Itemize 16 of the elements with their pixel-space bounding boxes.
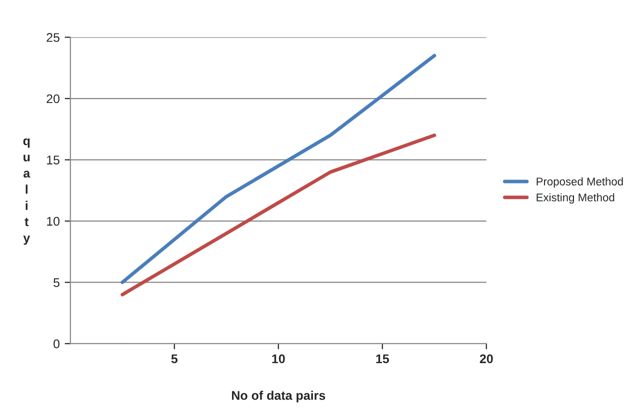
y-tick-label: 25: [46, 33, 60, 42]
y-axis-title: quality: [23, 138, 30, 245]
y-tick-label: 10: [47, 216, 60, 226]
y-tick-label: 0: [54, 339, 60, 348]
line-series: [120, 134, 436, 296]
x-tick-label: 15: [376, 354, 390, 364]
y-tick-label: 15: [47, 156, 60, 164]
line-series: [120, 54, 436, 284]
y-tick-label: 20: [46, 94, 60, 104]
legend-label: Proposed Method: [536, 177, 623, 188]
x-tick-label: 10: [272, 354, 285, 364]
x-tick-label: 5: [171, 354, 178, 364]
y-tick-label: 5: [54, 278, 60, 287]
x-tick-label: 20: [480, 354, 493, 364]
legend-label: Existing Method: [536, 193, 614, 204]
x-axis-title: No of data pairs: [232, 390, 326, 402]
